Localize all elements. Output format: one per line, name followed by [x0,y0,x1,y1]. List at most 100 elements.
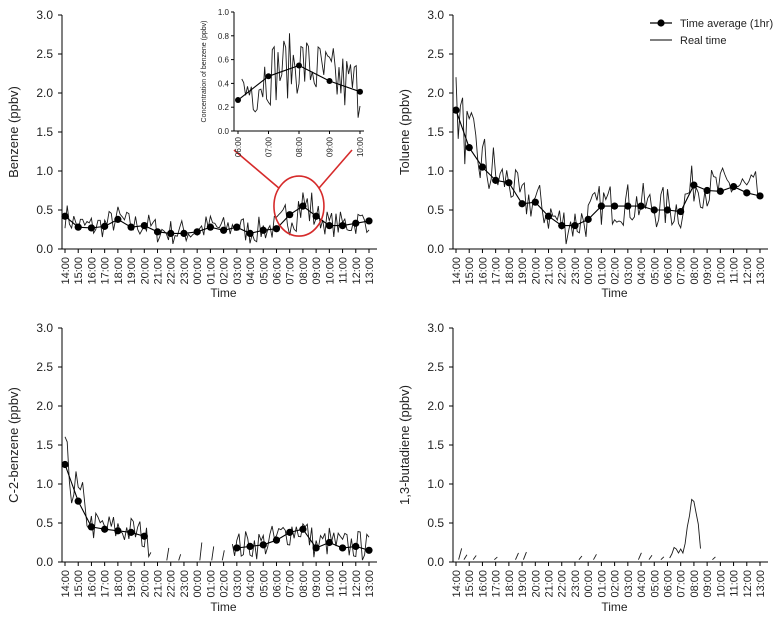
inset-average-point [296,62,302,69]
realtime-fragment [221,550,225,561]
y-tick-label: 0.5 [427,203,444,217]
x-tick-label: 21:00 [544,257,556,285]
y-tick-label: 2.0 [427,86,444,100]
x-tick-label: 07:00 [285,257,297,285]
y-tick-label: 3.0 [427,321,444,335]
x-tick-label: 19:00 [126,570,138,598]
panel-top-right: 0.0 0.5 1.0 1.5 2.0 2.5 3.0 14:00 15:00 16:00 17:0… [397,8,773,300]
inset-y-tick-label: 0.4 [218,79,230,88]
x-tick-label: 08:00 [689,257,701,285]
x-tick-label: 22:00 [557,570,569,598]
x-tick-label: 09:00 [311,257,323,285]
realtime-fragment [637,552,642,560]
x-tick-label: 04:00 [636,570,648,598]
x-tick-label: 23:00 [179,257,191,285]
average-point [352,542,360,551]
x-tick-label: 13:00 [755,257,767,285]
inset-x-tick-label: 08:00 [295,136,304,157]
x-tick-label: 21:00 [544,570,556,598]
realtime-fragment [522,551,527,560]
average-point [756,192,764,200]
x-tick-label: 10:00 [324,570,336,598]
inset-average-point [265,73,272,80]
average-point [478,163,487,171]
x-tick-label: 20:00 [139,257,151,285]
average-point [140,222,148,230]
average-point [312,212,320,220]
inset-average-point [326,78,333,85]
x-tick-label: 20:00 [530,257,542,285]
x-tick-label: 18:00 [504,257,516,285]
average-point [312,544,320,552]
average-point [127,528,135,536]
average-point [286,211,294,219]
x-tick-label: 22:00 [166,570,178,598]
y-tick-label: 2.0 [36,86,53,100]
x-tick-label: 01:00 [205,257,217,285]
x-tick-label: 04:00 [636,257,648,285]
x-tick-label: 18:00 [504,570,516,598]
average-point [338,544,347,552]
y-tick-label: 1.0 [36,164,53,178]
realtime-fragment [578,555,583,560]
x-tick-label: 06:00 [662,570,674,598]
x-tick-label: 23:00 [179,570,191,598]
average-point [61,460,69,469]
average-point [74,223,82,231]
realtime-line [455,77,761,245]
average-point [544,212,553,220]
average-point [286,528,294,536]
average-point [505,179,513,187]
x-axis-title: Time [210,600,237,614]
x-tick-label: 00:00 [583,257,595,285]
x-tick-label: 06:00 [662,257,674,285]
y-tick-label: 1.5 [427,125,444,139]
x-tick-label: 05:00 [649,257,661,285]
average-point [716,187,724,195]
x-tick-label: 01:00 [596,570,608,598]
x-tick-label: 15:00 [73,257,85,285]
y-tick-label: 0.0 [36,555,53,569]
realtime-fragment [515,552,519,560]
average-point [325,222,333,230]
y-tick-label: 2.5 [36,360,53,374]
average-point [365,546,373,554]
x-tick-label: 15:00 [464,257,476,285]
average-point [87,523,96,531]
x-tick-label: 07:00 [676,570,688,598]
average-point [465,144,473,152]
x-tick-label: 15:00 [464,570,476,598]
average-point [611,202,619,210]
x-tick-label: 05:00 [258,570,270,598]
average-point [87,224,96,232]
x-tick-label: 17:00 [491,570,503,598]
inset-y-tick-label: 0.8 [218,32,230,41]
y-tick-label: 2.5 [427,360,444,374]
inset-y-tick-label: 0.2 [218,103,230,112]
x-tick-label: 21:00 [153,570,165,598]
x-tick-label: 14:00 [60,570,72,598]
x-tick-label: 04:00 [245,257,257,285]
y-tick-label: 0.0 [36,242,53,256]
realtime-fragment [178,554,182,561]
x-tick-label: 17:00 [100,570,112,598]
x-axis-title: Time [210,286,237,300]
average-point [299,525,307,533]
average-point [61,212,69,220]
x-tick-label: 21:00 [153,257,165,285]
y-tick-label: 2.0 [427,399,444,413]
average-point [571,222,579,230]
y-tick-label: 3.0 [36,321,53,335]
average-point [101,525,109,533]
x-tick-label: 13:00 [364,570,376,598]
average-point [193,228,201,236]
x-tick-label: 00:00 [192,257,204,285]
average-point [259,541,267,549]
x-tick-label: 09:00 [702,257,714,285]
average-point [531,198,539,206]
x-tick-label: 03:00 [232,570,244,598]
x-tick-label: 18:00 [113,257,125,285]
legend-average-marker [657,19,665,27]
